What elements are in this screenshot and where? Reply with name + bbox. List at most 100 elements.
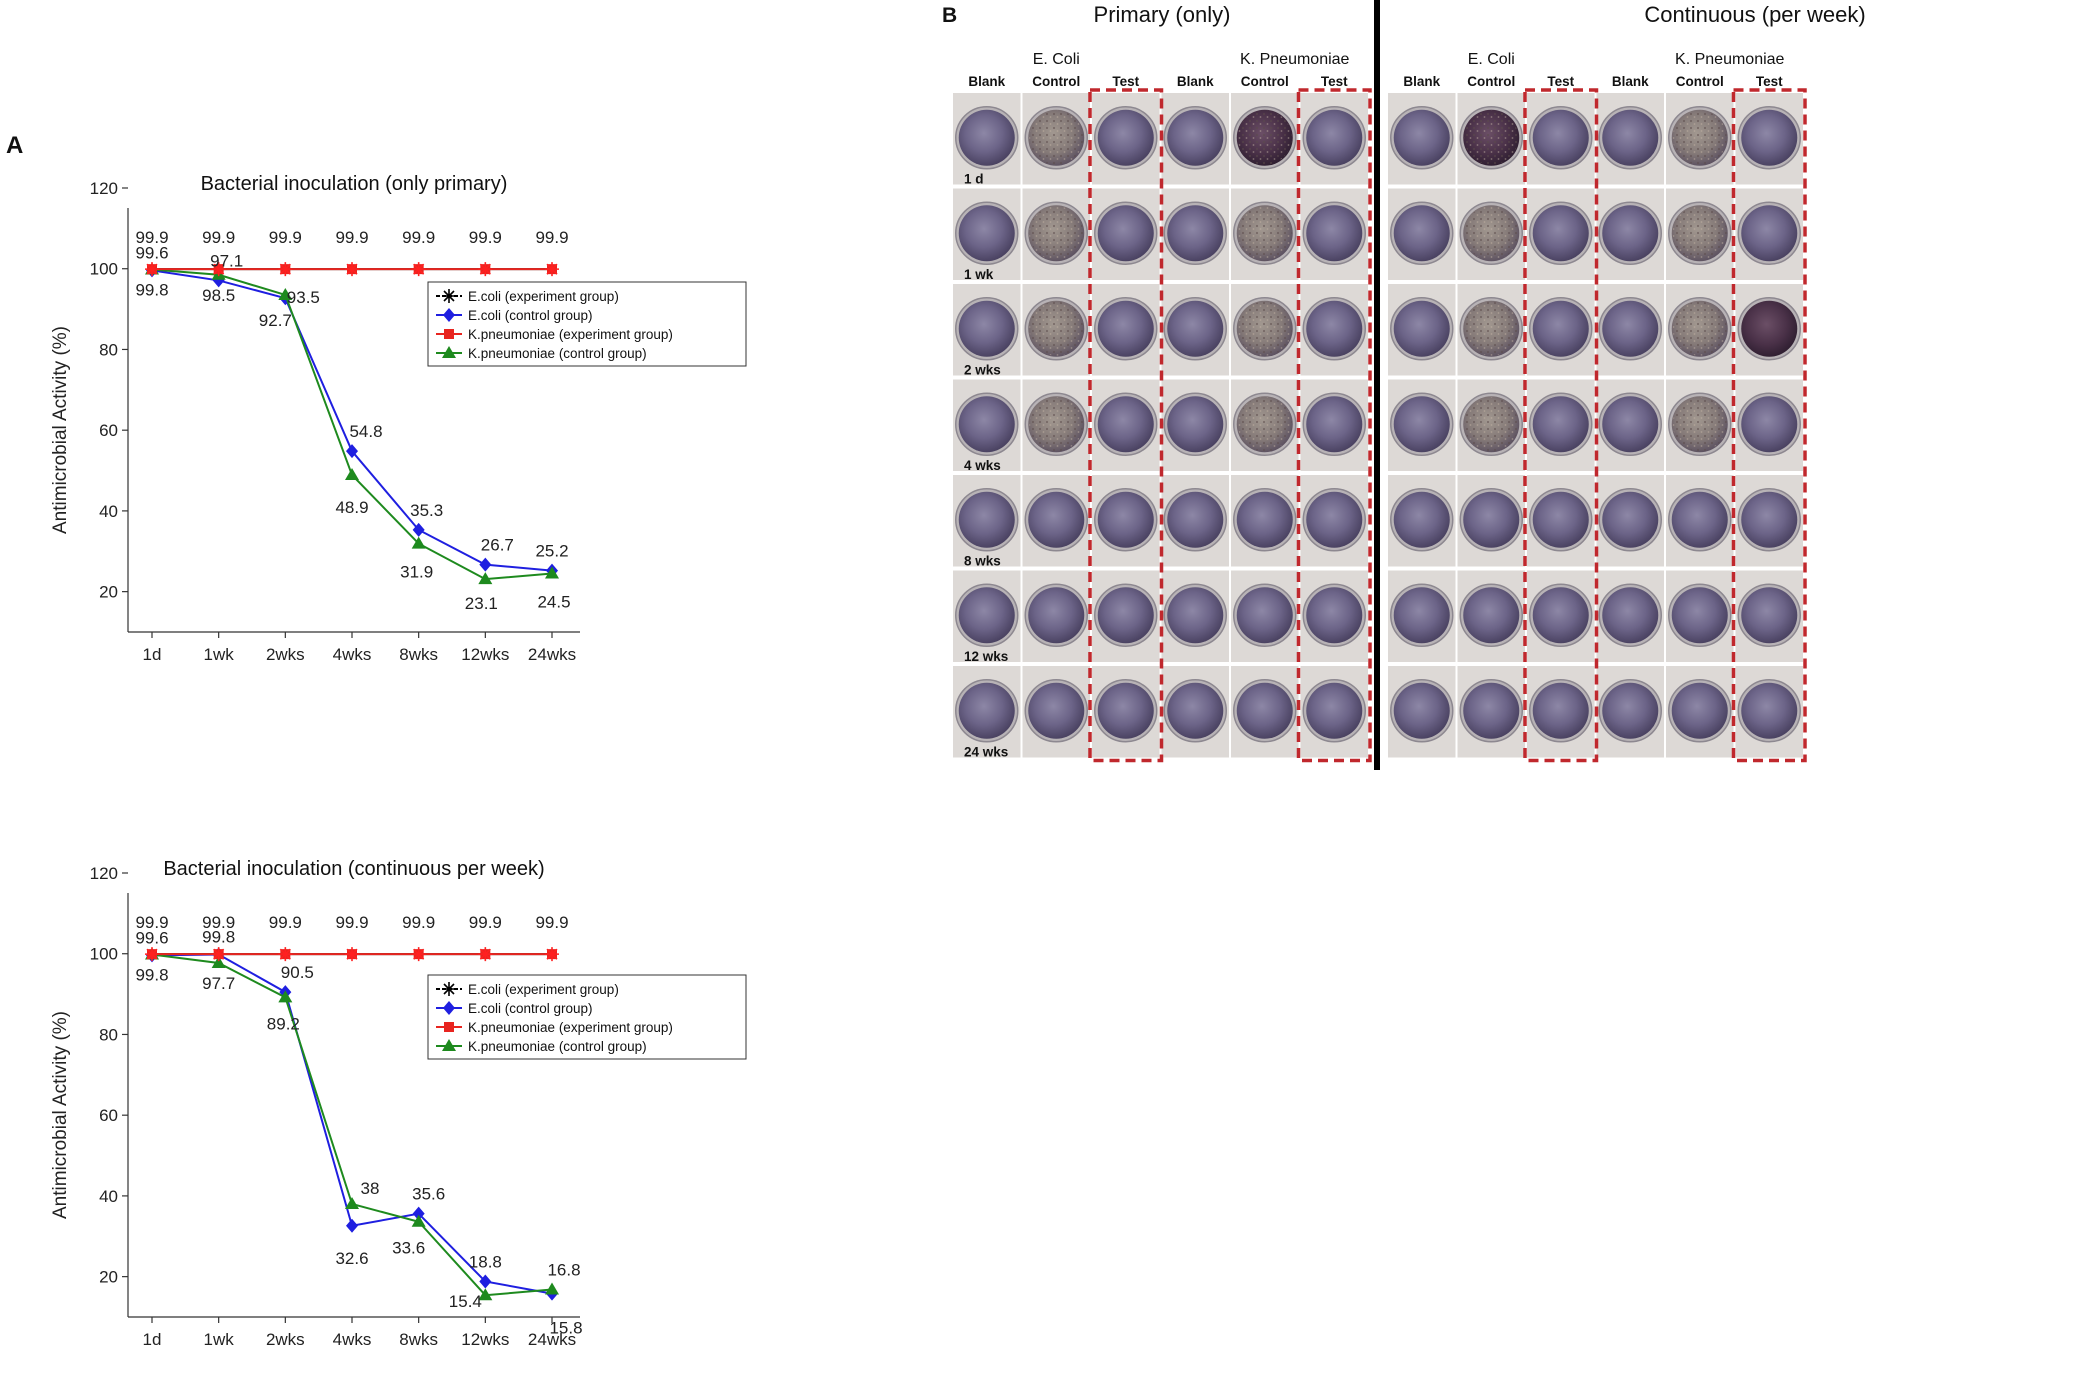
petri-dish xyxy=(1236,587,1293,644)
petri-dish xyxy=(1393,205,1450,262)
petri-dish xyxy=(1306,205,1363,262)
colony-speckle xyxy=(1237,206,1292,261)
chart-continuous-per-week: Bacterial inoculation (continuous per we… xyxy=(50,858,747,1349)
petri-dish xyxy=(1463,587,1520,644)
petri-dish-photo-grid: B Primary (only) Continuous (per week) E. C… xyxy=(942,0,1866,770)
y-tick-label: 60 xyxy=(99,1106,118,1125)
x-tick-label: 4wks xyxy=(333,1330,372,1349)
column-header: Blank xyxy=(1612,74,1649,89)
row-label: 8 wks xyxy=(964,554,1001,569)
chart-only-primary: Bacterial inoculation (only primary) 20 40… xyxy=(50,173,747,664)
row-label: 4 wks xyxy=(964,458,1001,473)
colony-speckle xyxy=(1237,397,1292,452)
x-tick-label: 24wks xyxy=(528,1330,576,1349)
test-column-highlight xyxy=(1731,88,1807,763)
petri-dish xyxy=(1028,491,1085,548)
colony-speckle xyxy=(1464,206,1519,261)
colony-speckle xyxy=(1464,301,1519,356)
column-header: Control xyxy=(1241,74,1289,89)
x-tick-label: 1wk xyxy=(204,1330,235,1349)
data-label: 99.9 xyxy=(335,913,368,932)
legend: E.coli (experiment group) E.coli (control… xyxy=(427,974,747,1060)
x-tick-label: 4wks xyxy=(333,645,372,664)
y-tick-label: 60 xyxy=(99,421,118,440)
legend-entry: K.pneumoniae (control group) xyxy=(468,1039,647,1054)
colony-speckle xyxy=(1464,397,1519,452)
petri-dish xyxy=(1741,300,1798,357)
data-label: 38 xyxy=(361,1179,380,1198)
data-label: 99.9 xyxy=(402,228,435,247)
petri-dish xyxy=(1741,682,1798,739)
petri-dish xyxy=(1097,109,1154,166)
colony-speckle xyxy=(1029,110,1084,165)
data-point xyxy=(478,262,493,277)
petri-dish xyxy=(1741,109,1798,166)
petri-dish xyxy=(1532,109,1589,166)
data-label: 16.8 xyxy=(547,1261,580,1280)
y-tick-label: 120 xyxy=(90,864,118,883)
column-header: Blank xyxy=(1403,74,1440,89)
data-point xyxy=(145,262,159,277)
data-point xyxy=(346,1218,358,1233)
legend-box xyxy=(427,281,747,367)
x-tick-label: 8wks xyxy=(399,1330,438,1349)
data-label: 18.8 xyxy=(469,1252,502,1271)
data-point xyxy=(412,522,425,537)
data-label: 35.3 xyxy=(410,501,443,520)
column-header: Control xyxy=(1032,74,1080,89)
data-point xyxy=(411,947,426,962)
data-label: 99.9 xyxy=(135,228,168,247)
petri-dish xyxy=(1532,205,1589,262)
data-label: 99.8 xyxy=(135,281,168,300)
petri-dish xyxy=(1532,300,1589,357)
petri-dish xyxy=(1236,682,1293,739)
petri-dish xyxy=(1028,682,1085,739)
petri-dish xyxy=(1167,491,1224,548)
data-point xyxy=(443,308,455,322)
legend-box xyxy=(427,974,747,1060)
data-point xyxy=(346,444,358,459)
column-header: Blank xyxy=(968,74,1005,89)
y-tick-label: 120 xyxy=(90,179,118,198)
petri-dish xyxy=(958,300,1015,357)
petri-dish xyxy=(1741,396,1798,453)
data-label: 99.9 xyxy=(269,913,302,932)
data-label: 31.9 xyxy=(400,563,433,582)
x-tick-label: 12wks xyxy=(461,1330,509,1349)
species-label: K. Pneumoniae xyxy=(1675,51,1785,68)
x-tick-label: 1d xyxy=(143,1330,162,1349)
data-point xyxy=(444,1022,454,1032)
data-label: 99.9 xyxy=(402,913,435,932)
petri-dish xyxy=(1602,587,1659,644)
petri-dish xyxy=(958,205,1015,262)
chart-title: Bacterial inoculation (continuous per we… xyxy=(163,858,544,880)
row-label: 1 d xyxy=(964,172,984,187)
petri-dish xyxy=(1532,491,1589,548)
column-header: Control xyxy=(1676,74,1724,89)
y-axis-label: Antimicrobial Activity (%) xyxy=(50,1011,71,1219)
legend-entry: E.coli (experiment group) xyxy=(468,982,619,997)
data-label: 89.2 xyxy=(267,1014,300,1033)
y-tick-label: 100 xyxy=(90,945,118,964)
petri-dish xyxy=(1393,491,1450,548)
data-label: 99.8 xyxy=(202,928,235,947)
data-label: 26.7 xyxy=(481,536,514,555)
data-point xyxy=(442,1039,456,1051)
colony-speckle xyxy=(1672,397,1727,452)
colony-speckle xyxy=(1672,206,1727,261)
data-label: 99.9 xyxy=(202,913,235,932)
petri-dish xyxy=(1532,587,1589,644)
colony-speckle xyxy=(1029,397,1084,452)
data-label: 98.5 xyxy=(202,286,235,305)
legend-entry: E.coli (control group) xyxy=(468,308,593,323)
data-label: 93.5 xyxy=(287,288,320,307)
colony-speckle xyxy=(1237,110,1292,165)
petri-dish xyxy=(1097,587,1154,644)
data-label: 25.2 xyxy=(535,542,568,561)
legend-entry: K.pneumoniae (control group) xyxy=(468,346,647,361)
petri-dish xyxy=(1532,396,1589,453)
x-tick-label: 24wks xyxy=(528,645,576,664)
legend-entry: E.coli (experiment group) xyxy=(468,289,619,304)
data-label: 99.9 xyxy=(335,228,368,247)
data-point xyxy=(545,947,559,962)
